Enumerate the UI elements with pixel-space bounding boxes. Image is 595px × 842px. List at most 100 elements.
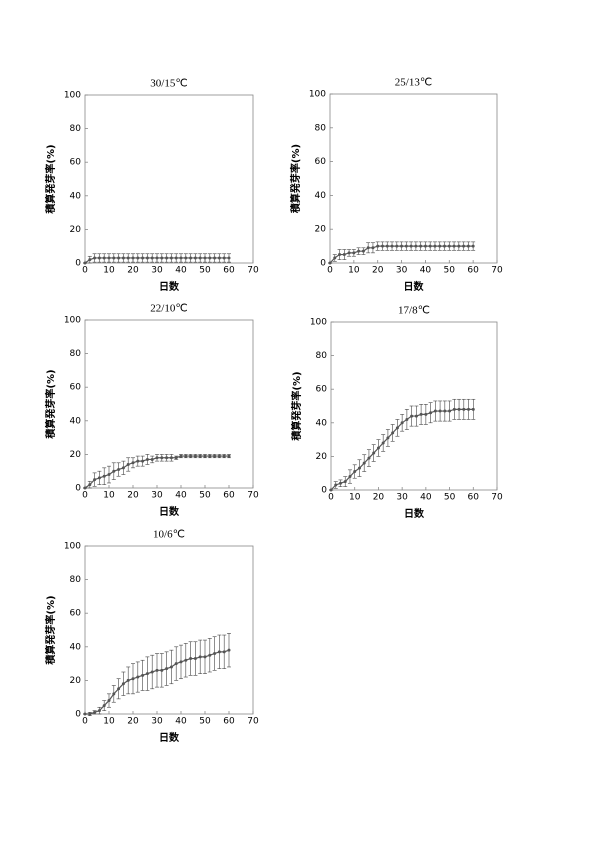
x-tick-label: 30 bbox=[151, 717, 163, 727]
y-tick-label: 0 bbox=[75, 259, 81, 269]
plot-frame bbox=[330, 321, 498, 491]
chart: 17/8℃ 0 20 40 60 80 100 0 10 20 30 40 50 60 70 日数 積算発芽率(… bbox=[290, 305, 503, 520]
y-tick-label: 40 bbox=[316, 418, 328, 428]
plot-frame bbox=[329, 93, 498, 264]
line bbox=[330, 408, 474, 491]
x-tick-label: 10 bbox=[103, 491, 115, 501]
y-tick-label: 60 bbox=[70, 383, 82, 393]
plot-frame bbox=[84, 545, 254, 715]
x-tick-label: 0 bbox=[82, 717, 88, 727]
line bbox=[85, 649, 230, 715]
y-tick-label: 0 bbox=[321, 486, 327, 496]
y-axis-label: 積算発芽率(%) bbox=[44, 369, 57, 439]
x-tick-label: 50 bbox=[444, 493, 456, 503]
x-tick-label: 20 bbox=[127, 491, 139, 501]
plot-frame bbox=[84, 94, 254, 264]
x-tick-label: 70 bbox=[247, 266, 259, 276]
plot-frame bbox=[84, 319, 254, 489]
y-tick-label: 80 bbox=[70, 575, 82, 585]
x-tick-label: 20 bbox=[373, 493, 385, 503]
x-tick-label: 0 bbox=[82, 491, 88, 501]
y-tick-label: 60 bbox=[315, 157, 327, 167]
y-tick-label: 0 bbox=[320, 259, 326, 269]
y-tick-label: 40 bbox=[315, 191, 327, 201]
y-tick-label: 40 bbox=[70, 191, 82, 201]
y-tick-label: 100 bbox=[64, 542, 81, 552]
line bbox=[84, 257, 229, 264]
y-tick-label: 60 bbox=[70, 158, 82, 168]
y-tick-label: 100 bbox=[310, 318, 327, 328]
y-tick-label: 20 bbox=[316, 452, 328, 462]
y-tick-label: 40 bbox=[70, 642, 82, 652]
y-tick-label: 20 bbox=[315, 225, 327, 235]
y-tick-label: 80 bbox=[316, 351, 328, 361]
y-axis-label: 積算発芽率(%) bbox=[290, 371, 303, 441]
chart: 25/13℃ 0 20 40 60 80 100 0 10 20 30 40 50 60 70 日数 積算発芽率… bbox=[289, 77, 503, 293]
x-tick-label: 70 bbox=[491, 266, 503, 276]
x-tick-label: 10 bbox=[348, 266, 360, 276]
x-axis-label: 日数 bbox=[404, 280, 425, 293]
x-tick-label: 20 bbox=[127, 266, 139, 276]
x-tick-label: 40 bbox=[420, 493, 432, 503]
x-tick-label: 30 bbox=[151, 491, 163, 501]
y-tick-label: 100 bbox=[64, 316, 81, 326]
y-tick-label: 40 bbox=[70, 416, 82, 426]
line bbox=[84, 455, 229, 489]
y-tick-label: 60 bbox=[70, 609, 82, 619]
chart-title: 25/13℃ bbox=[395, 77, 432, 89]
x-tick-label: 20 bbox=[372, 266, 384, 276]
x-tick-label: 30 bbox=[151, 266, 163, 276]
x-tick-label: 50 bbox=[199, 491, 211, 501]
y-axis-label: 積算発芽率(%) bbox=[44, 595, 57, 665]
chart-title: 10/6℃ bbox=[153, 529, 185, 541]
x-tick-label: 0 bbox=[82, 266, 88, 276]
x-tick-label: 0 bbox=[328, 493, 334, 503]
y-tick-label: 20 bbox=[70, 676, 82, 686]
x-tick-label: 30 bbox=[396, 493, 408, 503]
x-tick-label: 40 bbox=[420, 266, 432, 276]
x-axis-label: 日数 bbox=[159, 731, 180, 744]
y-tick-label: 20 bbox=[70, 225, 82, 235]
x-tick-label: 50 bbox=[444, 266, 456, 276]
y-tick-label: 20 bbox=[70, 450, 82, 460]
y-tick-label: 100 bbox=[64, 91, 81, 101]
chart-title: 30/15℃ bbox=[150, 78, 187, 90]
y-tick-label: 80 bbox=[70, 124, 82, 134]
chart: 30/15℃ 0 20 40 60 80 100 0 10 20 30 40 50 60 70 日数 積算発芽率… bbox=[44, 78, 259, 293]
y-axis-label: 積算発芽率(%) bbox=[44, 144, 57, 214]
x-tick-label: 0 bbox=[327, 266, 333, 276]
x-tick-label: 50 bbox=[199, 266, 211, 276]
x-axis-label: 日数 bbox=[159, 505, 180, 518]
x-tick-label: 60 bbox=[223, 266, 235, 276]
y-tick-label: 60 bbox=[316, 385, 328, 395]
y-axis-label: 積算発芽率(%) bbox=[289, 144, 302, 214]
y-tick-label: 100 bbox=[309, 90, 326, 100]
y-tick-label: 0 bbox=[75, 710, 81, 720]
chart: 22/10℃ 0 20 40 60 80 100 0 10 20 30 40 50 60 70 日数 積算発芽率… bbox=[44, 303, 259, 518]
x-axis-label: 日数 bbox=[404, 507, 425, 520]
chart-title: 22/10℃ bbox=[150, 303, 187, 315]
chart-title: 17/8℃ bbox=[398, 305, 430, 317]
x-tick-label: 70 bbox=[247, 717, 259, 727]
x-tick-label: 60 bbox=[223, 717, 235, 727]
x-tick-label: 10 bbox=[103, 717, 115, 727]
x-tick-label: 70 bbox=[491, 493, 503, 503]
x-tick-label: 50 bbox=[199, 717, 211, 727]
x-tick-label: 30 bbox=[396, 266, 408, 276]
line bbox=[329, 245, 474, 264]
x-tick-label: 20 bbox=[127, 717, 139, 727]
x-tick-label: 10 bbox=[349, 493, 361, 503]
y-tick-label: 0 bbox=[75, 484, 81, 494]
y-tick-label: 80 bbox=[70, 349, 82, 359]
x-tick-label: 60 bbox=[223, 491, 235, 501]
x-tick-label: 40 bbox=[175, 266, 187, 276]
chart: 10/6℃ 0 20 40 60 80 100 0 10 20 30 40 50 60 70 日数 積算発芽率(… bbox=[44, 529, 259, 744]
x-axis-label: 日数 bbox=[159, 280, 180, 293]
x-tick-label: 60 bbox=[468, 493, 480, 503]
x-tick-label: 40 bbox=[175, 717, 187, 727]
x-tick-label: 10 bbox=[103, 266, 115, 276]
x-tick-label: 40 bbox=[175, 491, 187, 501]
x-tick-label: 60 bbox=[467, 266, 479, 276]
y-tick-label: 80 bbox=[315, 123, 327, 133]
